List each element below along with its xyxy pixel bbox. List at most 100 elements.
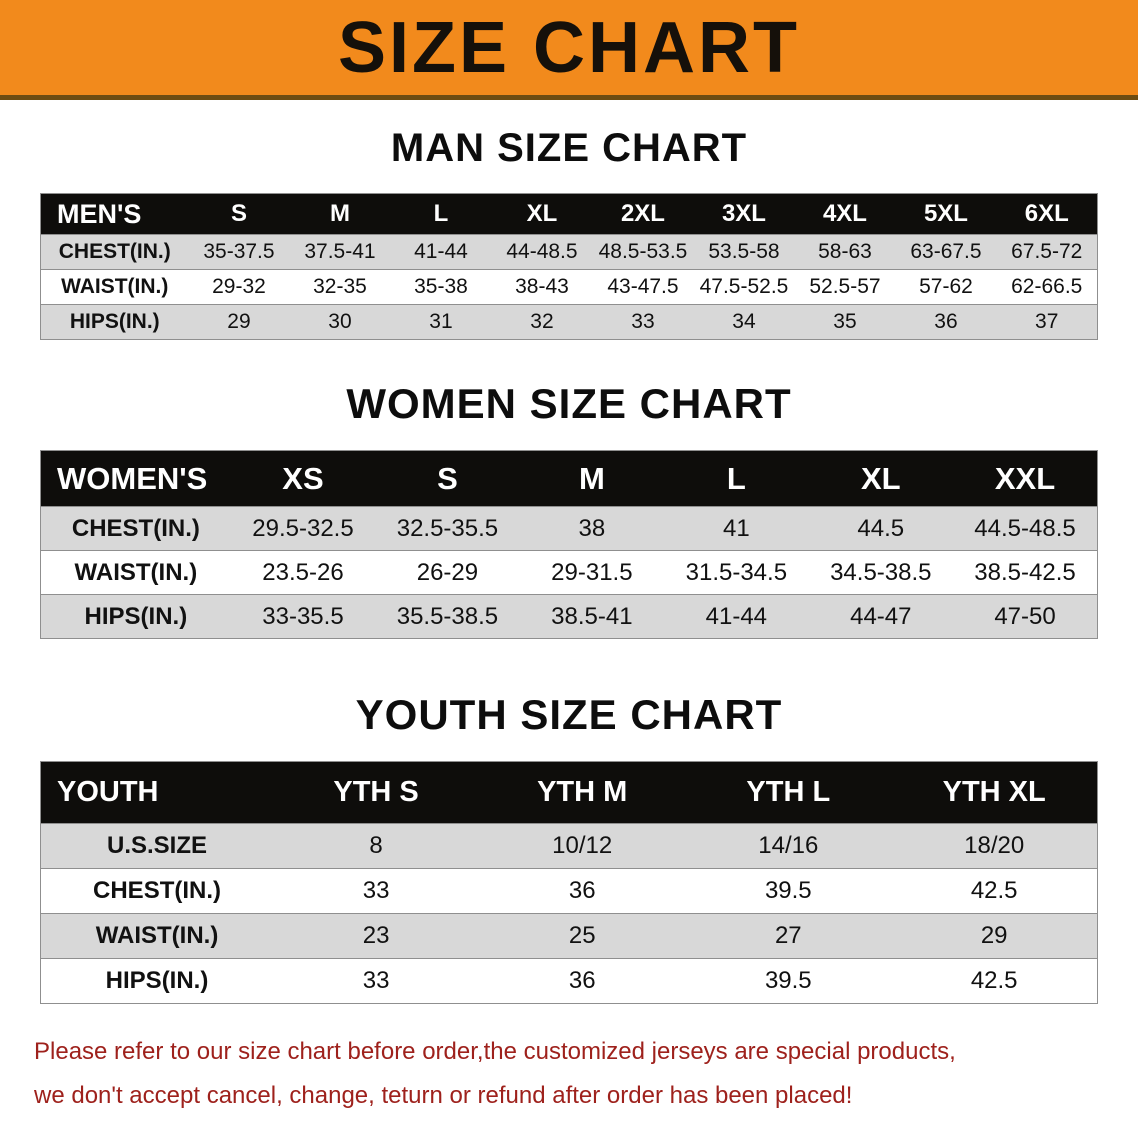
size-value-cell: 38 [578, 514, 606, 542]
size-value-cell: 29 [227, 310, 251, 333]
size-column-header: XL [491, 193, 593, 235]
size-column-header: YTH L [685, 761, 892, 824]
size-value-cell: 33 [362, 877, 390, 904]
size-value-cell: 34.5-38.5 [830, 558, 932, 586]
measurement-label-cell: CHEST(IN.) [71, 514, 200, 542]
size-value-cell: 39.5 [764, 967, 812, 994]
size-value-cell: 26-29 [416, 558, 479, 586]
size-value-cell: 29.5-32.5 [252, 514, 354, 542]
size-value-cell: 47.5-52.5 [699, 275, 789, 298]
size-column-header: 5XL [895, 193, 997, 235]
size-value-cell: 52.5-57 [809, 275, 881, 298]
men-size-section: MAN SIZE CHART MEN'S S M L XL 2XL 3XL 4XL 5XL 6XL… [0, 126, 1138, 340]
size-value-cell: 23 [362, 922, 390, 949]
measurement-label-cell: WAIST(IN.) [61, 275, 169, 298]
size-value-cell: 38-43 [515, 275, 569, 298]
size-value-cell: 32.5-35.5 [396, 514, 499, 542]
youth-section-heading: YOUTH SIZE CHART [355, 691, 783, 738]
size-column-header: XXL [953, 450, 1098, 507]
size-column-header: YTH XL [891, 761, 1098, 824]
size-value-cell: 29 [980, 922, 1008, 949]
measurement-label-cell: HIPS(IN.) [105, 967, 209, 994]
size-value-cell: 33-35.5 [262, 602, 344, 630]
measurement-row: WAIST(IN.) 23.5-26 26-29 29-31.5 31.5-34.5 34… [40, 550, 1098, 595]
size-value-cell: 38.5-42.5 [974, 558, 1076, 586]
size-value-cell: 18/20 [964, 832, 1025, 859]
disclaimer-line-2: we don't accept cancel, change, teturn o… [34, 1082, 853, 1110]
measurement-row: CHEST(IN.) 33 36 39.5 42.5 [40, 868, 1098, 914]
size-value-cell: 58-63 [818, 240, 872, 263]
size-value-cell: 23.5-26 [262, 558, 344, 586]
size-column-header: M [519, 450, 665, 507]
size-value-cell: 14/16 [758, 832, 819, 859]
size-column-header: S [375, 450, 520, 507]
youth-size-table: YOUTH YTH S YTH M YTH L YTH XL U.S.SIZE 8 10/12… [40, 761, 1098, 1004]
size-value-cell: 30 [328, 310, 352, 333]
size-value-cell: 67.5-72 [1011, 240, 1083, 263]
measurement-row: CHEST(IN.) 29.5-32.5 32.5-35.5 38 41 44.5 44.5… [40, 506, 1098, 551]
size-column-header: S [188, 193, 290, 235]
size-value-cell: 27 [774, 922, 802, 949]
size-value-cell: 57-62 [919, 275, 973, 298]
size-value-cell: 44-47 [850, 602, 912, 630]
measurement-row: WAIST(IN.) 29-32 32-35 35-38 38-43 43-47.5 47.… [40, 269, 1098, 305]
size-value-cell: 37.5-41 [304, 240, 376, 263]
size-value-cell: 63-67.5 [910, 240, 982, 263]
size-value-cell: 36 [934, 310, 958, 333]
size-value-cell: 32-35 [313, 275, 367, 298]
size-value-cell: 44.5-48.5 [974, 514, 1076, 542]
table-title-cell: MEN'S [40, 193, 189, 235]
size-value-cell: 41-44 [414, 240, 468, 263]
measurement-label-cell: CHEST(IN.) [93, 877, 222, 904]
size-value-cell: 53.5-58 [708, 240, 780, 263]
size-value-cell: 25 [568, 922, 596, 949]
disclaimer-line-1: Please refer to our size chart before or… [34, 1038, 956, 1065]
size-value-cell: 41 [722, 514, 750, 542]
size-value-cell: 32 [530, 310, 554, 333]
size-column-header: 6XL [996, 193, 1098, 235]
size-value-cell: 42.5 [970, 967, 1018, 994]
size-value-cell: 31 [429, 310, 453, 333]
size-column-header: 3XL [693, 193, 795, 235]
measurement-label-cell: U.S.SIZE [107, 832, 208, 859]
size-value-cell: 10/12 [552, 832, 613, 859]
size-value-cell: 35-37.5 [203, 240, 275, 263]
size-column-header: YTH M [479, 761, 686, 824]
size-value-cell: 41-44 [705, 602, 768, 630]
size-value-cell: 29-32 [212, 275, 266, 298]
measurement-row: U.S.SIZE 8 10/12 14/16 18/20 [40, 823, 1098, 869]
size-column-header: 4XL [794, 193, 896, 235]
size-value-cell: 48.5-53.5 [598, 240, 688, 263]
size-value-cell: 8 [369, 832, 383, 859]
measurement-label-cell: CHEST(IN.) [58, 240, 171, 263]
table-title-cell: YOUTH [40, 761, 274, 824]
measurement-row: HIPS(IN.) 33 36 39.5 42.5 [40, 958, 1098, 1004]
size-column-header: L [390, 193, 492, 235]
size-value-cell: 31.5-34.5 [685, 558, 788, 586]
size-column-header: L [664, 450, 809, 507]
size-value-cell: 39.5 [764, 877, 812, 904]
size-value-cell: 35.5-38.5 [396, 602, 499, 630]
size-value-cell: 36 [568, 967, 596, 994]
women-size-section: WOMEN SIZE CHART WOMEN'S XS S M L XL XXL CHEST(… [0, 380, 1138, 639]
size-value-cell: 36 [568, 877, 596, 904]
size-column-header: M [289, 193, 391, 235]
measurement-label-cell: WAIST(IN.) [95, 922, 219, 949]
measurement-label-cell: WAIST(IN.) [74, 558, 198, 586]
women-size-table: WOMEN'S XS S M L XL XXL CHEST(IN.) 29.5-32.5 32.5… [40, 450, 1098, 639]
size-column-header: XS [230, 450, 376, 507]
size-value-cell: 43-47.5 [607, 275, 679, 298]
measurement-row: HIPS(IN.) 29 30 31 32 33 34 35 36 37 [40, 304, 1098, 340]
women-section-heading: WOMEN SIZE CHART [346, 380, 792, 427]
size-value-cell: 47-50 [994, 602, 1056, 630]
page-title: SIZE CHART [338, 7, 800, 88]
measurement-row: WAIST(IN.) 23 25 27 29 [40, 913, 1098, 959]
men-section-heading: MAN SIZE CHART [390, 126, 748, 170]
header-row: YOUTH YTH S YTH M YTH L YTH XL [40, 761, 1098, 824]
size-column-header: XL [808, 450, 954, 507]
size-value-cell: 37 [1035, 310, 1059, 333]
size-value-cell: 33 [362, 967, 390, 994]
measurement-row: HIPS(IN.) 33-35.5 35.5-38.5 38.5-41 41-44 44-… [40, 594, 1098, 639]
disclaimer: Please refer to our size chart before or… [0, 1030, 1138, 1119]
